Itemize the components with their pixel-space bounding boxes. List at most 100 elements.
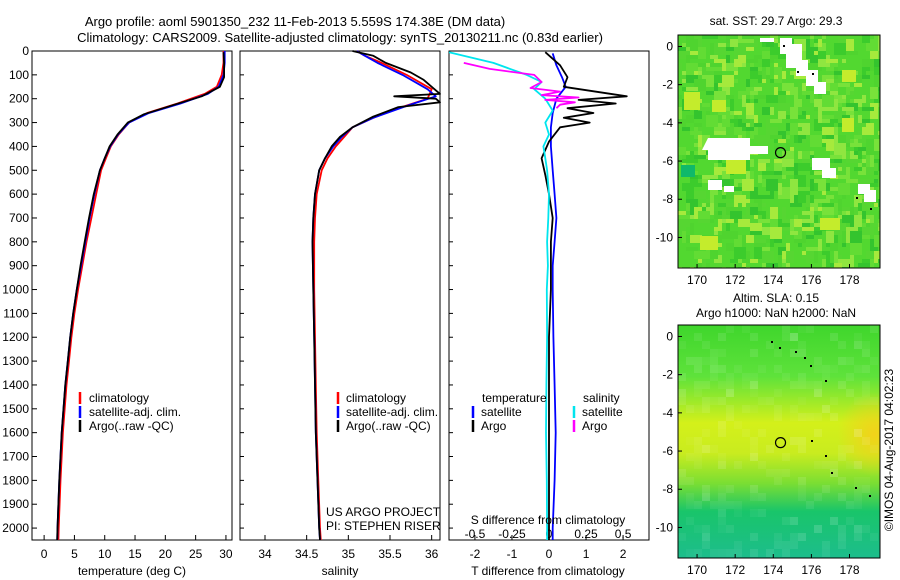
- sst-cell: [770, 55, 774, 63]
- sst-cell: [862, 35, 870, 43]
- sla-cell: [854, 485, 862, 493]
- sla-cell: [750, 349, 758, 357]
- sla-cell: [854, 525, 862, 533]
- sst-cell: [746, 127, 754, 131]
- sla-cell: [862, 341, 870, 349]
- x-tick-label: -2: [470, 547, 481, 561]
- sst-cell: [702, 179, 710, 183]
- sst-cell: [798, 215, 810, 219]
- sla-cell: [718, 461, 726, 469]
- sst-cell: [846, 135, 850, 143]
- sst-cell: [862, 119, 870, 123]
- island-dot: [870, 208, 872, 210]
- sst-cell: [814, 75, 826, 83]
- sla-cell: [750, 453, 758, 461]
- sst-cell: [734, 191, 742, 195]
- sst-cell: [790, 71, 794, 75]
- sla-cell: [750, 549, 758, 557]
- sla-cell: [718, 517, 726, 525]
- sst-cell: [770, 35, 778, 39]
- sst-missing-data: [708, 180, 722, 190]
- sst-cell: [742, 235, 746, 247]
- sla-cell: [718, 485, 726, 493]
- sst-cell: [750, 231, 762, 235]
- sla-cell: [694, 501, 702, 509]
- sla-cell: [798, 437, 806, 445]
- sst-cell: [834, 135, 838, 147]
- sla-cell: [790, 333, 798, 341]
- sst-cell: [686, 199, 698, 207]
- difference-legend: temperature salinity satellite Argo sate…: [471, 391, 623, 433]
- sla-cell: [846, 389, 854, 397]
- sst-cell: [702, 135, 710, 147]
- x-tick-label: 30: [219, 547, 233, 561]
- legend-label-t-satellite: satellite: [481, 405, 522, 419]
- depth-axis: 0 100 200 300 400 500 600 700 800 900 1000 1100 1200…: [2, 44, 453, 535]
- sst-cell: [834, 71, 842, 75]
- sst-cell: [750, 67, 758, 71]
- sla-cell: [846, 501, 854, 509]
- map-x-tick-label: 172: [725, 563, 745, 577]
- sst-cell: [710, 187, 718, 195]
- sla-cell: [718, 349, 726, 357]
- sst-cell: [862, 107, 874, 111]
- sst-cell: [750, 71, 762, 79]
- sla-cell: [854, 461, 862, 469]
- sla-cell: [702, 541, 710, 549]
- sla-cell: [734, 365, 742, 373]
- sst-cell: [714, 79, 718, 91]
- sst-cell: [802, 187, 810, 191]
- sst-cell: [782, 251, 786, 259]
- sla-cell: [750, 445, 758, 453]
- sst-cell: [878, 131, 880, 135]
- sst-cell: [842, 231, 846, 243]
- sst-cell: [818, 199, 830, 203]
- map-y-tick-label: -10: [656, 520, 674, 534]
- sla-cell: [798, 349, 806, 357]
- sst-cell: [814, 251, 818, 263]
- salinity-legend: climatology satellite-adj. clim. Argo(..…: [336, 391, 438, 433]
- sst-cell: [810, 135, 822, 147]
- sla-cell: [838, 357, 846, 365]
- sla-cell: [830, 517, 838, 525]
- island-dot: [797, 71, 799, 73]
- series-s-argo: [463, 62, 580, 109]
- sst-cell: [678, 219, 690, 227]
- x-tick-label: -1: [507, 547, 518, 561]
- sst-cell: [842, 95, 846, 99]
- sla-cell: [798, 413, 806, 421]
- sla-cell: [790, 349, 798, 357]
- sst-cell: [742, 179, 754, 191]
- sla-cell: [726, 501, 734, 509]
- sst-cell: [698, 147, 706, 155]
- sst-cell: [678, 107, 682, 119]
- depth-tick-label: 900: [9, 259, 29, 273]
- sst-cell: [762, 251, 774, 263]
- sla-cell: [782, 453, 790, 461]
- sst-cell: [822, 131, 834, 135]
- sst-cell: [802, 91, 814, 95]
- sla-cell: [718, 461, 726, 469]
- sst-cell: [794, 191, 798, 195]
- sla-cell: [742, 373, 750, 381]
- sla-cell: [718, 509, 726, 517]
- sla-cell: [742, 325, 750, 333]
- sla-cell: [814, 525, 822, 533]
- sst-cool-patch: [681, 165, 695, 177]
- sla-cell: [822, 461, 830, 469]
- sst-cell: [706, 247, 710, 259]
- island-dot: [855, 487, 857, 489]
- sst-cell: [842, 211, 846, 215]
- sst-cell: [802, 151, 814, 159]
- sst-cell: [878, 35, 880, 47]
- sla-cell: [830, 365, 838, 373]
- sst-cell: [794, 99, 802, 107]
- sla-cell: [726, 389, 734, 397]
- sla-cell: [790, 349, 798, 357]
- sst-cell: [726, 231, 738, 239]
- sst-cell: [758, 175, 762, 183]
- sla-cell: [862, 397, 870, 405]
- sst-cell: [866, 139, 878, 147]
- sla-cell: [758, 461, 766, 469]
- sla-cell: [766, 341, 774, 349]
